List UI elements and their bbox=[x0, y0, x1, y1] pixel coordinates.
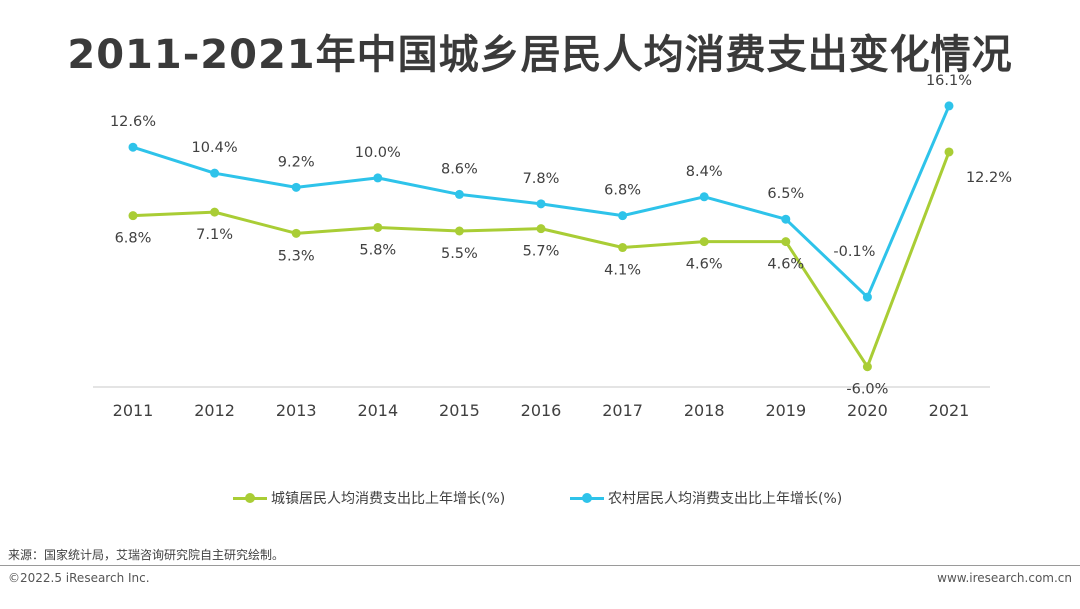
legend-swatch-urban bbox=[233, 491, 267, 505]
data-point-s1-2021 bbox=[944, 101, 954, 111]
data-label-s1-2017: 6.8% bbox=[604, 183, 641, 199]
data-point-s1-2012 bbox=[210, 168, 220, 178]
legend-label-rural: 农村居民人均消费支出比上年增长(%) bbox=[608, 491, 843, 507]
data-point-s0-2016 bbox=[536, 224, 546, 234]
x-tick-label-2019: 2019 bbox=[765, 401, 806, 420]
data-point-s1-2018 bbox=[699, 192, 709, 202]
data-label-s1-2011: 12.6% bbox=[110, 114, 156, 130]
data-label-s1-2015: 8.6% bbox=[441, 161, 478, 177]
legend-item-rural: 农村居民人均消费支出比上年增长(%) bbox=[570, 488, 842, 508]
x-tick-label-2020: 2020 bbox=[847, 401, 888, 420]
website-link[interactable]: www.iresearch.com.cn bbox=[937, 571, 1072, 585]
data-label-s1-2021: 16.1% bbox=[926, 73, 972, 89]
data-point-s0-2013 bbox=[291, 228, 301, 238]
data-label-s0-2011: 6.8% bbox=[115, 231, 152, 247]
data-point-s1-2014 bbox=[373, 173, 383, 183]
data-point-s0-2012 bbox=[210, 207, 220, 217]
data-label-s1-2018: 8.4% bbox=[686, 164, 723, 180]
data-point-s1-2016 bbox=[536, 199, 546, 209]
data-point-s0-2018 bbox=[699, 237, 709, 247]
footer-divider bbox=[0, 565, 1080, 566]
x-tick-label-2014: 2014 bbox=[357, 401, 398, 420]
data-label-s1-2012: 10.4% bbox=[192, 140, 238, 156]
data-label-s0-2016: 5.7% bbox=[523, 244, 560, 260]
data-point-s1-2011 bbox=[128, 142, 138, 152]
chart-title: 2011-2021年中国城乡居民人均消费支出变化情况 bbox=[67, 32, 1013, 78]
data-label-s1-2016: 7.8% bbox=[523, 171, 560, 187]
data-label-s1-2020: -0.1% bbox=[833, 244, 875, 260]
data-label-s1-2014: 10.0% bbox=[355, 145, 401, 161]
data-label-s0-2015: 5.5% bbox=[441, 246, 478, 262]
legend-swatch-rural bbox=[570, 491, 604, 505]
line-chart: 2011 2012 2013 2014 2015 2016 2017 2018 2019 2020… bbox=[93, 73, 1012, 420]
data-point-s0-2014 bbox=[373, 222, 383, 232]
x-tick-label-2015: 2015 bbox=[439, 401, 480, 420]
x-tick-label-2016: 2016 bbox=[521, 401, 562, 420]
x-tick-label-2021: 2021 bbox=[929, 401, 970, 420]
x-tick-label-2017: 2017 bbox=[602, 401, 643, 420]
data-label-s1-2013: 9.2% bbox=[278, 154, 315, 170]
data-point-s0-2021 bbox=[944, 147, 954, 157]
source-note: 来源：国家统计局，艾瑞咨询研究院自主研究绘制。 bbox=[8, 548, 285, 562]
data-label-s0-2020: -6.0% bbox=[846, 382, 888, 398]
copyright-text: ©2022.5 iResearch Inc. bbox=[8, 571, 150, 585]
data-point-s1-2013 bbox=[291, 182, 301, 192]
legend-label-urban: 城镇居民人均消费支出比上年增长(%) bbox=[271, 491, 506, 507]
data-point-s1-2017 bbox=[618, 211, 628, 221]
data-label-s0-2017: 4.1% bbox=[604, 263, 641, 279]
data-point-s0-2011 bbox=[128, 211, 138, 221]
data-point-s0-2015 bbox=[454, 226, 464, 236]
data-point-s1-2019 bbox=[781, 214, 791, 224]
data-point-s0-2017 bbox=[618, 243, 628, 253]
chart-legend: 城镇居民人均消费支出比上年增长(%) 农村居民人均消费支出比上年增长(%) bbox=[0, 488, 1080, 512]
data-label-s0-2021: 12.2% bbox=[966, 170, 1012, 186]
x-tick-label-2012: 2012 bbox=[194, 401, 235, 420]
data-point-s1-2020 bbox=[862, 292, 872, 302]
data-point-s0-2019 bbox=[781, 237, 791, 247]
x-tick-label-2013: 2013 bbox=[276, 401, 317, 420]
data-point-s0-2020 bbox=[862, 362, 872, 372]
x-tick-label-2018: 2018 bbox=[684, 401, 725, 420]
legend-item-urban: 城镇居民人均消费支出比上年增长(%) bbox=[233, 488, 505, 508]
data-label-s0-2014: 5.8% bbox=[359, 242, 396, 258]
data-label-s0-2019: 4.6% bbox=[767, 257, 804, 273]
data-point-s1-2015 bbox=[454, 189, 464, 199]
data-label-s0-2013: 5.3% bbox=[278, 248, 315, 264]
data-label-s0-2018: 4.6% bbox=[686, 257, 723, 273]
x-tick-label-2011: 2011 bbox=[113, 401, 154, 420]
data-label-s1-2019: 6.5% bbox=[767, 186, 804, 202]
data-label-s0-2012: 7.1% bbox=[196, 227, 233, 243]
